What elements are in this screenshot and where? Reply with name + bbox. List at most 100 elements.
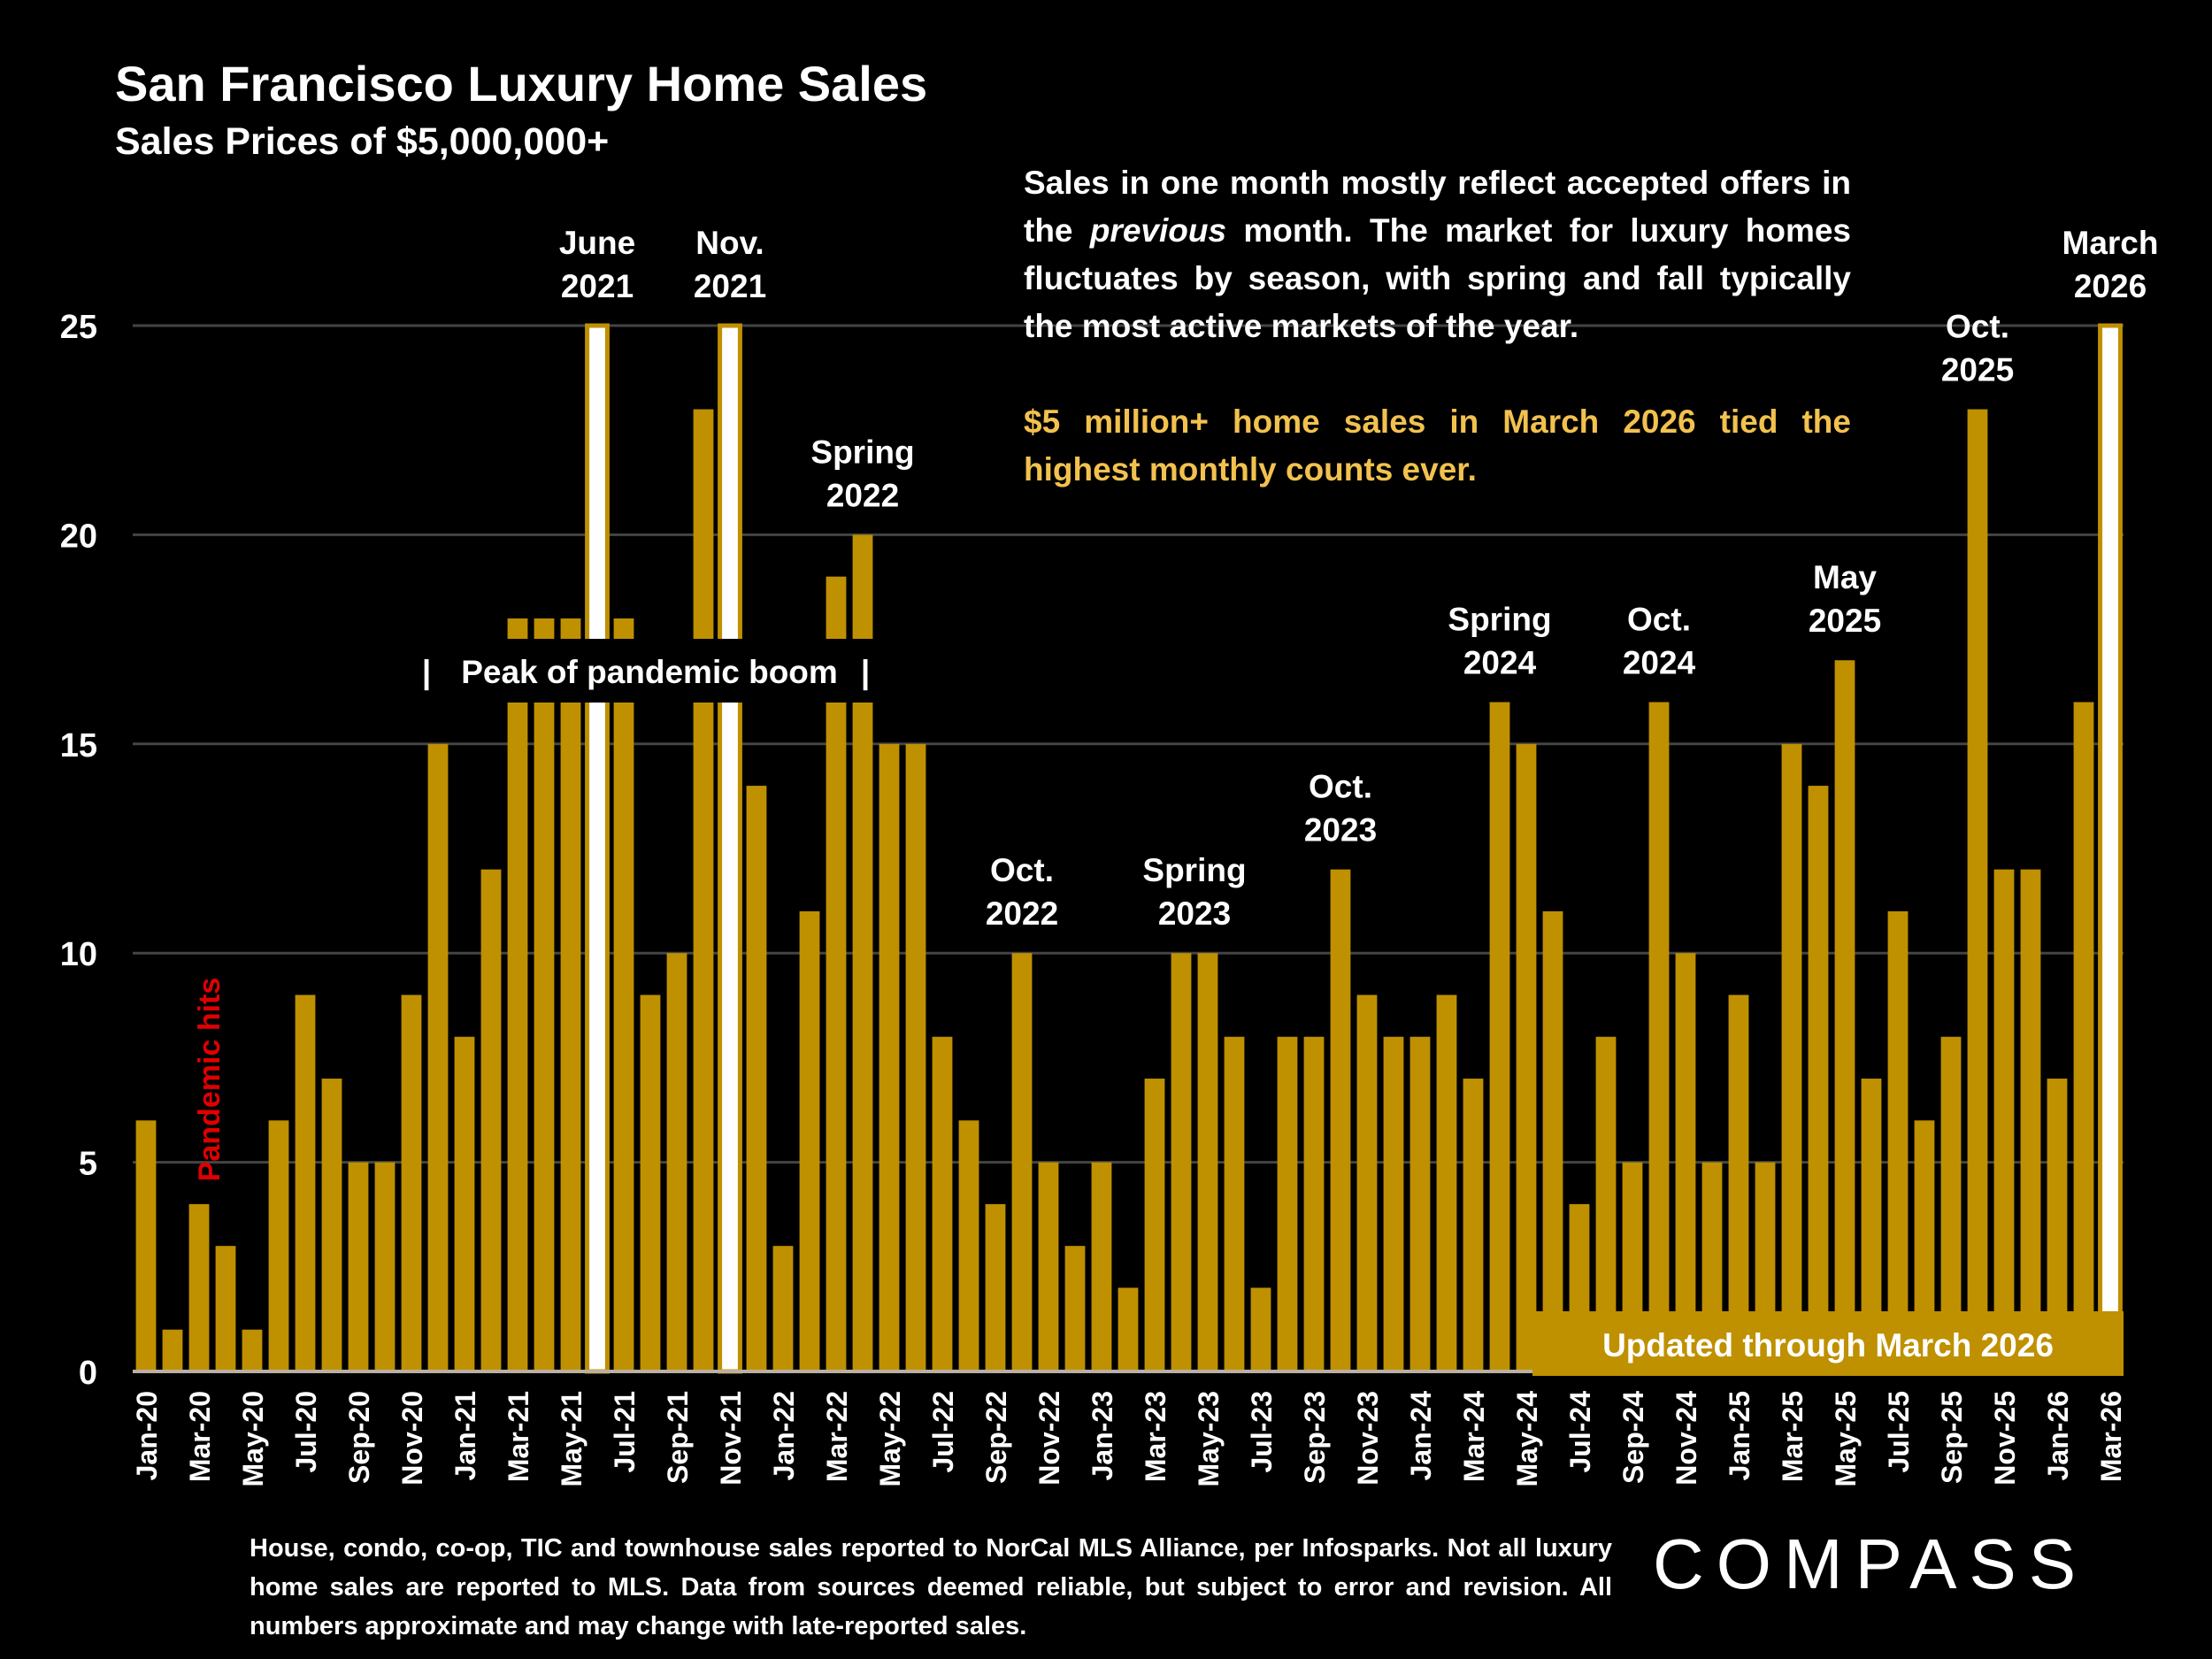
bar: [585, 323, 610, 1374]
bar-annotation: 2026: [2074, 268, 2147, 304]
bar-annotation: May: [1813, 559, 1877, 595]
bar: [613, 618, 634, 1371]
bar: [1648, 702, 1670, 1371]
bar: [826, 576, 847, 1371]
bar-annotation: 2023: [1304, 812, 1377, 849]
x-tick-label: Mar-20: [184, 1391, 216, 1482]
compass-logo: COMPASS: [1653, 1525, 2089, 1603]
x-tick-label: Jan-20: [131, 1391, 163, 1480]
bar: [1277, 1036, 1298, 1371]
bar: [1887, 910, 1909, 1371]
bar: [693, 409, 714, 1371]
bar: [454, 1036, 475, 1371]
y-tick-label: 0: [79, 1355, 97, 1392]
bar-annotation: Oct.: [1309, 769, 1372, 805]
bar: [1834, 660, 1855, 1371]
y-tick-label: 10: [60, 936, 97, 973]
bar: [1808, 786, 1829, 1371]
bar: [1728, 995, 1749, 1371]
note-text: Sales in one month mostly reflect accept…: [1024, 165, 1851, 249]
bar: [985, 1203, 1006, 1371]
bar: [1675, 953, 1696, 1371]
y-tick-label: 25: [60, 309, 97, 346]
bar: [1463, 1079, 1484, 1371]
bar: [2047, 1079, 2068, 1371]
x-tick-label: Mar-22: [821, 1391, 853, 1482]
bar-annotation: 2025: [1809, 603, 1881, 639]
x-tick-label: Sep-24: [1617, 1391, 1649, 1484]
bar-annotation: Nov.: [695, 225, 764, 261]
bar: [1914, 1120, 1935, 1371]
x-tick-label: Jul-20: [290, 1391, 322, 1472]
bar-annotation: Spring: [1142, 852, 1246, 888]
x-tick-label: Sep-23: [1299, 1391, 1331, 1484]
bar-annotation: Spring: [810, 434, 914, 470]
x-tick-label: Nov-22: [1033, 1391, 1065, 1486]
bar: [374, 1162, 396, 1371]
bar: [480, 869, 502, 1371]
bar: [1595, 1036, 1617, 1371]
bar: [135, 1120, 157, 1371]
bar: [2073, 702, 2094, 1371]
bar: [427, 743, 449, 1371]
bar: [1409, 1036, 1431, 1371]
bar: [1224, 1036, 1245, 1371]
x-tick-label: Mar-25: [1777, 1391, 1809, 1482]
x-tick-label: Mar-26: [2095, 1391, 2127, 1482]
bar: [1436, 995, 1457, 1371]
x-tick-label: May-25: [1830, 1391, 1862, 1487]
bar: [1011, 953, 1033, 1371]
bar: [746, 786, 767, 1371]
bar: [1144, 1079, 1165, 1371]
bar: [507, 618, 528, 1371]
bar-annotation: 2022: [826, 477, 899, 513]
annotation-note: Sales in one month mostly reflect accept…: [1024, 159, 1851, 494]
bar-annotation: 2024: [1463, 645, 1537, 681]
footnote: House, condo, co-op, TIC and townhouse s…: [250, 1534, 1612, 1640]
x-tick-label: Nov-21: [715, 1391, 747, 1486]
bar: [1993, 869, 2015, 1371]
bar: [1330, 869, 1351, 1371]
bar: [162, 1329, 183, 1371]
x-tick-label: Jan-26: [2042, 1391, 2074, 1480]
bar: [1861, 1079, 1882, 1371]
x-tick-label: May-24: [1511, 1391, 1543, 1487]
bar: [1940, 1036, 1962, 1371]
bar: [1542, 910, 1563, 1371]
x-tick-label: Nov-25: [1989, 1391, 2021, 1486]
bar: [1781, 743, 1802, 1371]
bar: [852, 534, 873, 1371]
bar: [1064, 1246, 1086, 1371]
bar: [348, 1162, 369, 1371]
bar: [1967, 409, 1988, 1371]
x-tick-label: Mar-24: [1458, 1391, 1490, 1482]
peak-period-label: Peak of pandemic boom: [461, 654, 838, 690]
bar: [799, 910, 820, 1371]
bar-annotation: 2021: [561, 268, 634, 304]
bar: [2098, 323, 2123, 1374]
bar-annotation: Oct.: [1946, 309, 2009, 345]
bar: [958, 1120, 979, 1371]
bar: [905, 743, 926, 1371]
bar: [534, 618, 555, 1371]
x-tick-label: Jul-25: [1883, 1391, 1915, 1472]
pandemic-hits-label: Pandemic hits: [193, 978, 227, 1182]
x-tick-label: Sep-21: [662, 1391, 694, 1484]
bar: [1489, 702, 1510, 1371]
note-highlight: $5 million+ home sales in March 2026 tie…: [1024, 403, 1851, 488]
x-tick-label: May-20: [237, 1391, 269, 1487]
peak-label-background: [416, 639, 883, 703]
x-tick-label: May-22: [874, 1391, 906, 1487]
bar: [1356, 995, 1378, 1371]
bar: [1091, 1162, 1112, 1371]
bar: [2020, 869, 2041, 1371]
bar: [1038, 1162, 1059, 1371]
x-tick-label: Sep-22: [980, 1391, 1012, 1484]
bar-annotation: March: [2062, 225, 2159, 261]
bar: [640, 995, 661, 1371]
note-italic: previous: [1089, 212, 1227, 249]
x-tick-label: Jan-23: [1087, 1391, 1118, 1480]
bar: [666, 953, 687, 1371]
bar: [718, 323, 742, 1374]
